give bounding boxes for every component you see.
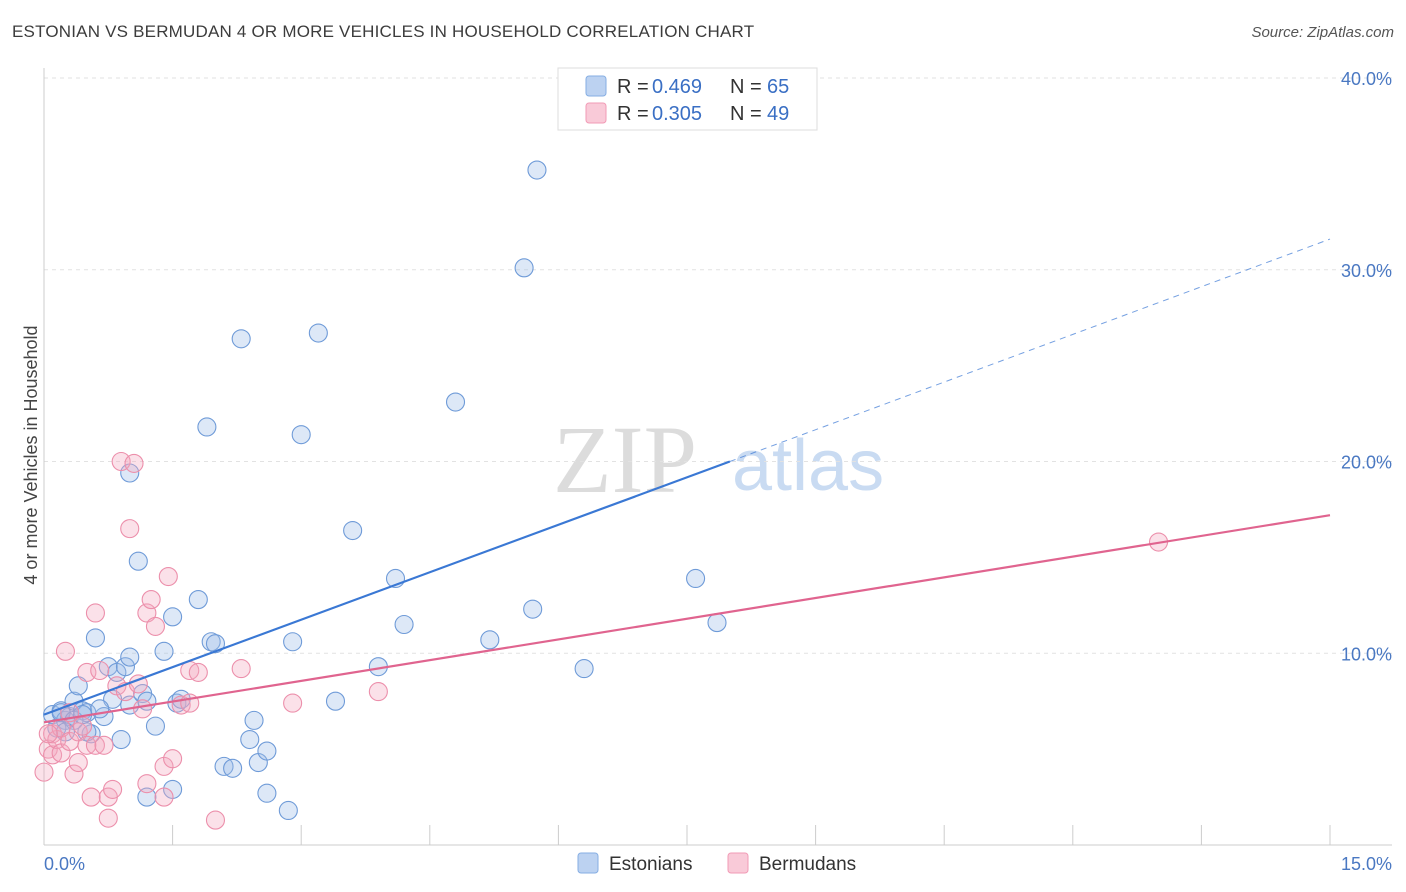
point-bermudans (205, 810, 226, 830)
point-bermudans (85, 603, 105, 623)
source-credit: Source: ZipAtlas.com (1251, 24, 1394, 41)
point-estonians (137, 787, 157, 807)
point-bermudans (94, 735, 114, 755)
legend-n-label-1: N = (730, 76, 762, 98)
point-bermudans (98, 808, 118, 828)
point-bermudans (103, 779, 123, 799)
point-estonians (244, 710, 264, 730)
point-estonians (343, 520, 363, 541)
point-bermudans (38, 724, 58, 744)
point-estonians (480, 630, 500, 650)
point-estonians (205, 634, 226, 654)
point-estonians (231, 329, 251, 349)
point-estonians (283, 632, 303, 652)
legend-r-label-1: R = (617, 76, 649, 98)
y-axis-tick-labels: 10.0% 20.0% 30.0% 40.0% (1341, 69, 1392, 664)
point-estonians (686, 568, 706, 589)
point-bermudans (68, 752, 88, 773)
point-bermudans (188, 662, 208, 682)
axes (43, 68, 1392, 846)
x-tick-label-max: 15.0% (1341, 854, 1392, 874)
point-bermudans (231, 659, 251, 679)
y-tick-label: 10.0% (1341, 644, 1392, 664)
point-estonians (154, 641, 174, 661)
trend-line-bermudans (43, 514, 1331, 724)
bottom-legend-label-estonians: Estonians (609, 854, 692, 875)
point-bermudans (133, 699, 153, 719)
point-estonians (291, 425, 311, 445)
point-estonians (120, 647, 140, 667)
point-estonians (445, 392, 466, 412)
point-bermudans (90, 660, 110, 681)
watermark-atlas: atlas (732, 426, 884, 506)
trend-line-estonians (43, 460, 731, 716)
point-bermudans (73, 716, 93, 736)
legend-n-value-1: 65 (767, 76, 789, 98)
bottom-legend: Estonians Bermudans (577, 852, 856, 875)
x-axis-ticks (43, 825, 1331, 845)
point-estonians (85, 628, 105, 648)
trend-lines (43, 238, 1331, 724)
point-bermudans (55, 641, 75, 661)
chart-title: ESTONIAN VS BERMUDAN 4 OR MORE VEHICLES … (12, 22, 755, 41)
point-estonians (188, 590, 208, 610)
point-bermudans (158, 566, 178, 587)
legend-r-value-2: 0.305 (652, 103, 702, 125)
point-bermudans (120, 519, 140, 539)
point-bermudans (283, 693, 303, 713)
bottom-legend-label-bermudans: Bermudans (759, 854, 856, 875)
point-bermudans (137, 774, 157, 794)
legend-swatch-estonians (585, 75, 607, 97)
point-bermudans (64, 764, 84, 784)
legend-n-value-2: 49 (767, 103, 789, 125)
point-estonians (527, 160, 547, 180)
point-estonians (574, 659, 594, 679)
gridlines (44, 77, 1392, 654)
x-tick-label-min: 0.0% (44, 854, 85, 874)
legend-r-value-1: 0.469 (652, 76, 702, 98)
point-bermudans (154, 787, 174, 807)
y-axis-label: 4 or more Vehicles in Household (21, 325, 41, 584)
point-estonians (278, 800, 298, 821)
top-legend: R = 0.469 N = 65 R = 0.305 N = 49 (557, 67, 818, 131)
y-tick-label: 20.0% (1341, 453, 1392, 473)
scatter-points (34, 160, 1169, 830)
point-estonians (308, 323, 328, 343)
point-estonians (68, 676, 88, 696)
point-bermudans (141, 590, 161, 610)
y-tick-label: 30.0% (1341, 261, 1392, 281)
point-estonians (111, 729, 131, 750)
point-estonians (197, 417, 217, 437)
legend-r-label-2: R = (617, 103, 649, 125)
point-estonians (128, 551, 148, 571)
point-estonians (707, 613, 727, 633)
point-bermudans (163, 749, 183, 769)
point-estonians (240, 729, 260, 750)
point-bermudans (124, 453, 144, 473)
bottom-legend-swatch-bermudans (727, 852, 749, 874)
y-tick-label: 40.0% (1341, 69, 1392, 89)
trend-line-estonians-extension (729, 238, 1331, 462)
point-bermudans (81, 787, 101, 807)
point-estonians (145, 716, 166, 736)
point-estonians (257, 783, 277, 803)
point-bermudans (368, 682, 388, 702)
watermark-zip: ZIP (553, 406, 697, 513)
point-estonians (257, 741, 277, 761)
point-estonians (514, 258, 534, 278)
point-bermudans (34, 762, 54, 782)
legend-n-label-2: N = (730, 103, 762, 125)
point-estonians (163, 607, 183, 627)
bottom-legend-swatch-estonians (577, 852, 599, 874)
point-estonians (523, 599, 543, 619)
point-estonians (115, 657, 135, 677)
legend-swatch-bermudans (585, 102, 607, 124)
point-estonians (394, 614, 414, 635)
point-bermudans (145, 616, 166, 636)
point-estonians (325, 691, 346, 711)
point-estonians (223, 758, 243, 778)
